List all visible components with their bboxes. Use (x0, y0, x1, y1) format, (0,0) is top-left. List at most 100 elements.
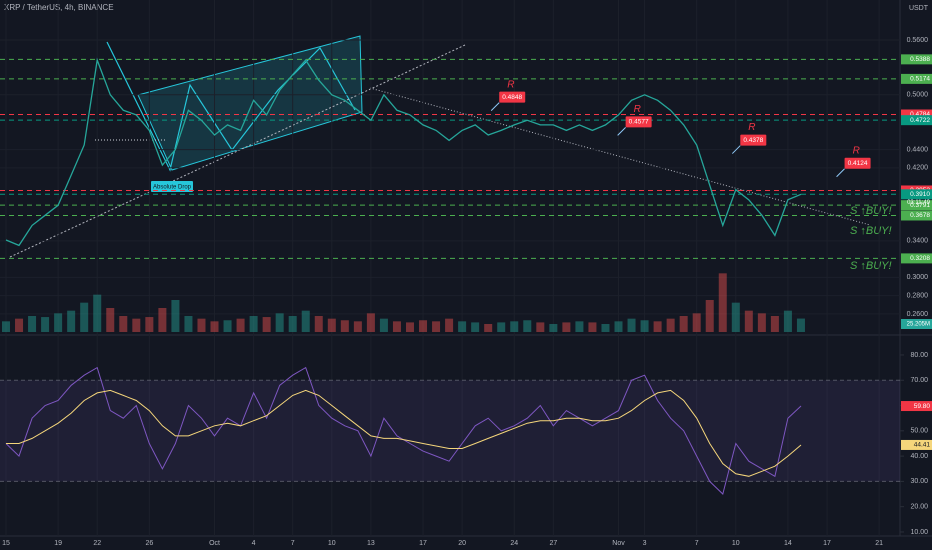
level-badge (901, 210, 932, 221)
x-tick-label: 22 (93, 540, 101, 547)
level-label: 0.5388 (910, 56, 930, 63)
y-tick-label: 10.00 (910, 529, 928, 536)
volume-bar (588, 322, 597, 332)
volume-bar (718, 273, 727, 332)
annotation-label: 0.4378 (743, 137, 763, 144)
x-tick-label: 7 (291, 540, 295, 547)
x-tick-label: 10 (328, 540, 336, 547)
resistance-mark: R (853, 145, 860, 156)
annotation-arrow (490, 102, 500, 112)
level-label: 0.3208 (910, 255, 930, 262)
volume-bar (314, 316, 323, 332)
volume-bar (705, 300, 714, 332)
y-tick-label: 0.4400 (907, 146, 929, 153)
level-label: 0.5174 (910, 76, 930, 83)
currency: USDT (909, 5, 929, 12)
volume-bar (562, 322, 571, 332)
x-tick-label: Nov (612, 540, 625, 547)
volume-bar (484, 324, 493, 332)
level-label: 0.3910 (910, 191, 930, 198)
y-tick-label: 30.00 (910, 478, 928, 485)
resistance-mark: R (634, 104, 641, 115)
volume-bar (288, 316, 297, 332)
volume-bar (666, 318, 675, 332)
resistance-mark: R (507, 79, 514, 90)
y-tick-label: 0.4200 (907, 165, 929, 172)
volume-bar (93, 294, 102, 332)
volume-bar (41, 317, 50, 332)
pattern-label: Absolute Drop (153, 185, 192, 191)
volume-bar (28, 316, 37, 332)
level-label: 0.3678 (910, 212, 930, 219)
symbol-title: XRP / TetherUS, 4h, BINANCE (4, 3, 114, 12)
x-tick-label: 27 (549, 540, 557, 547)
y-tick-label: 50.00 (910, 428, 928, 435)
volume-bar (197, 318, 206, 332)
annotation-label: 0.4577 (629, 119, 649, 126)
y-tick-label: 0.2600 (907, 311, 929, 318)
volume-bar (640, 320, 649, 332)
volume-bar (744, 310, 753, 332)
level-badge (901, 54, 932, 65)
volume-bar (262, 317, 271, 332)
x-tick-label: 14 (784, 540, 792, 547)
volume-bar (327, 318, 336, 332)
y-tick-label: 0.5600 (907, 37, 929, 44)
volume-bar (458, 321, 467, 332)
volume-badge (901, 319, 932, 329)
volume-bar (731, 302, 740, 332)
volume-bar (184, 316, 193, 332)
annotation-box (499, 91, 526, 103)
channel (137, 35, 363, 171)
x-tick-label: 19 (54, 540, 62, 547)
level-badge (901, 200, 932, 211)
level-badge (901, 109, 932, 120)
volume-bar (340, 320, 349, 332)
volume-bar (223, 320, 232, 332)
rsi-last: 44.41 (914, 442, 931, 449)
x-tick-label: Oct (209, 540, 220, 547)
volume-bar (692, 313, 701, 332)
volume-bar (601, 324, 610, 332)
x-tick-label: 26 (145, 540, 153, 547)
price-line (5, 57, 802, 247)
volume-bar (536, 322, 545, 332)
buy-signal: S ↑BUY! (850, 205, 892, 217)
volume-bar (392, 321, 401, 332)
x-tick-label: 4 (252, 540, 256, 547)
volume-bar (275, 313, 284, 332)
x-tick-label: 17 (419, 540, 427, 547)
level-label: 0.3791 (910, 202, 930, 209)
y-tick-label: 0.3400 (907, 238, 929, 245)
rsi-ma-line (6, 389, 802, 477)
volume-bar (67, 310, 76, 332)
volume-bar (366, 313, 375, 332)
annotation-arrow (617, 127, 626, 136)
volume-bar (770, 316, 779, 332)
y-tick-label: 70.00 (910, 377, 928, 384)
volume-bar (627, 318, 636, 332)
rsi-last: 59.80 (914, 403, 931, 410)
x-tick-label: 13 (367, 540, 375, 547)
volume-bar (757, 313, 766, 332)
volume-bar (445, 318, 454, 332)
volume-bar (523, 320, 532, 332)
volume-bar (796, 318, 805, 332)
volume-bar (549, 324, 558, 332)
y-tick-label: 40.00 (910, 453, 928, 460)
countdown: 03:11:49 (907, 200, 931, 206)
x-tick-label: 10 (732, 540, 740, 547)
volume-bar (653, 321, 662, 332)
volume-bar (80, 302, 89, 332)
volume-bar (171, 300, 180, 332)
x-tick-label: 3 (643, 540, 647, 547)
rsi-band (0, 380, 900, 482)
level-label: 0.4784 (910, 111, 930, 118)
volume-bar (614, 321, 623, 332)
volume-last: 25.205M (907, 322, 930, 328)
volume-bar (54, 313, 63, 332)
volume-bar (432, 321, 441, 332)
volume-bar (510, 321, 519, 332)
volume-bar (353, 321, 362, 332)
level-label: 0.4722 (910, 117, 930, 124)
